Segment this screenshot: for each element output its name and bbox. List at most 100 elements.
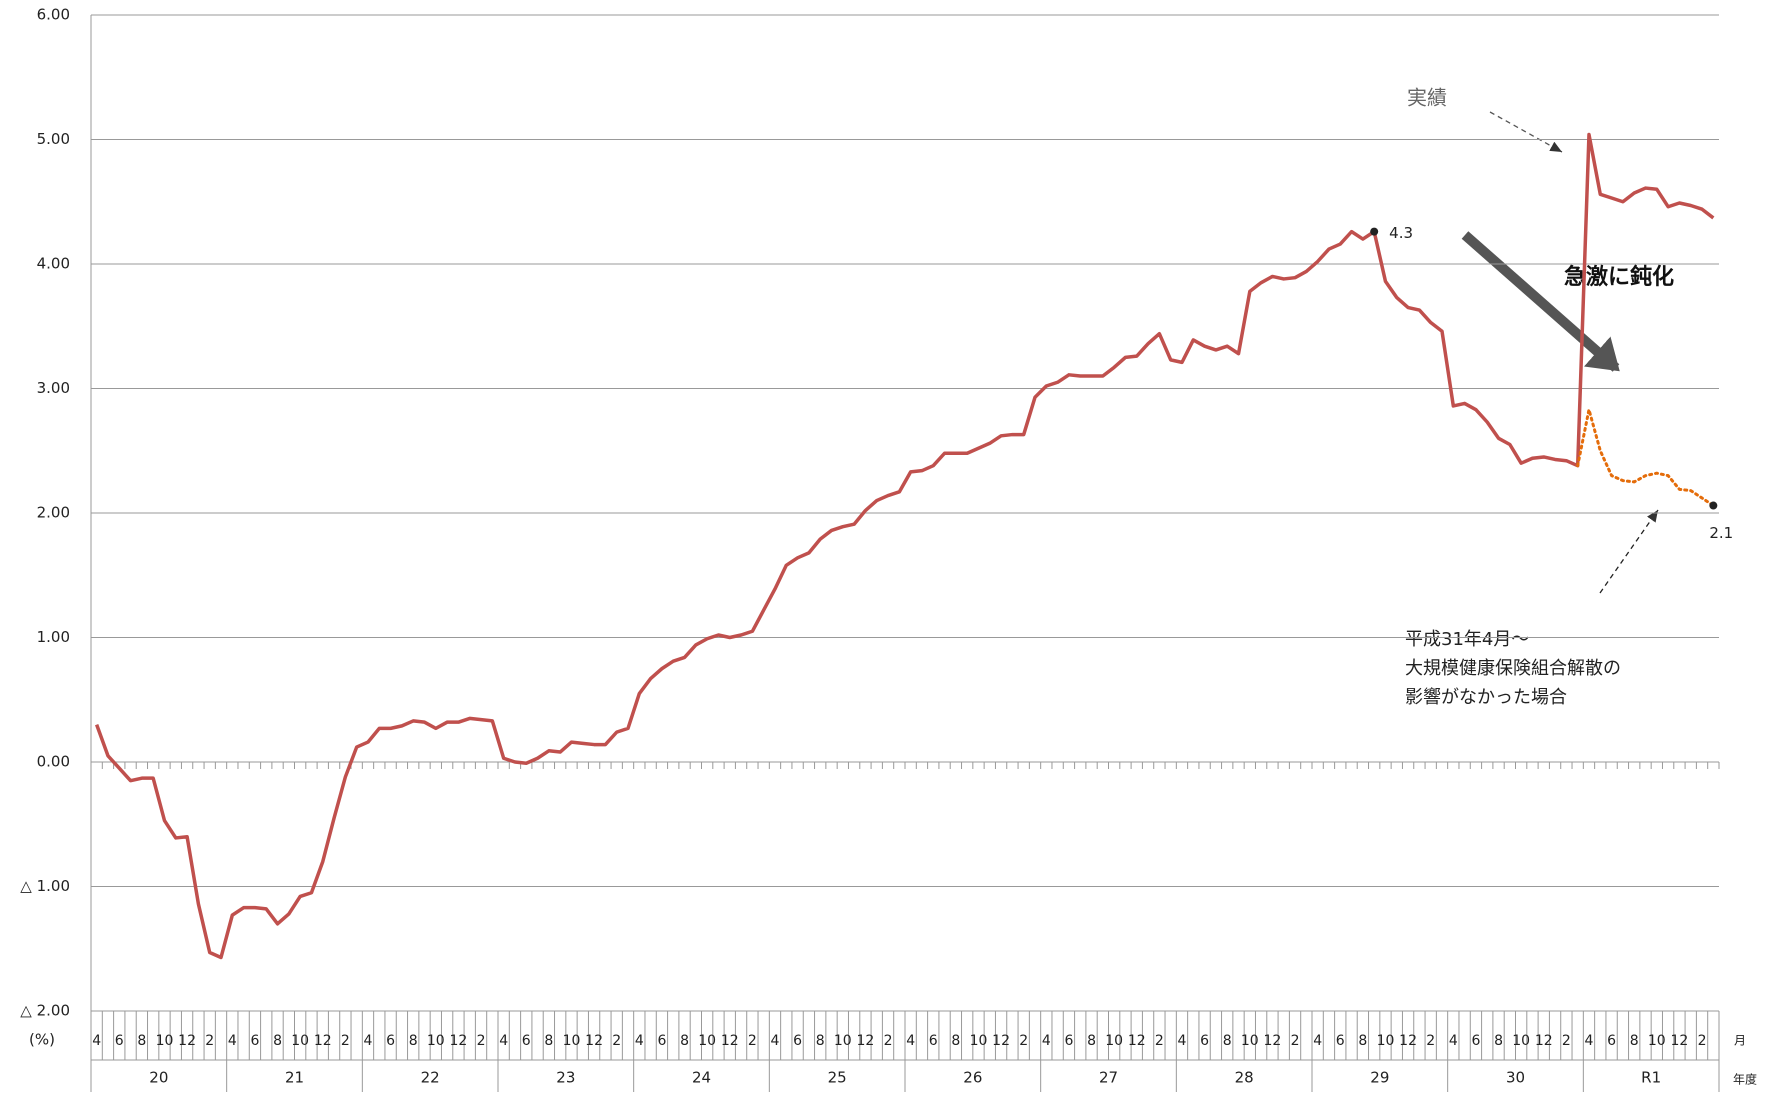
x-tick-label: 6 <box>1200 1033 1209 1049</box>
year-label: 26 <box>963 1069 982 1087</box>
x-tick-label: 8 <box>816 1033 825 1049</box>
x-tick-label: 12 <box>314 1033 332 1049</box>
x-tick-label: 2 <box>1698 1033 1707 1049</box>
x-tick-label: 12 <box>1264 1033 1282 1049</box>
x-tick-label: 2 <box>1019 1033 1028 1049</box>
x-tick-label: 6 <box>929 1033 938 1049</box>
value-label: 2.1 <box>1709 524 1733 542</box>
x-tick-label: 12 <box>1535 1033 1553 1049</box>
x-tick-label: 4 <box>1313 1033 1322 1049</box>
x-tick-label: 8 <box>1223 1033 1232 1049</box>
x-tick-label: 8 <box>409 1033 418 1049</box>
year-label: 20 <box>149 1069 168 1087</box>
year-label: 28 <box>1235 1069 1254 1087</box>
x-tick-label: 6 <box>250 1033 259 1049</box>
x-tick-label: 10 <box>970 1033 988 1049</box>
x-tick-label: 4 <box>499 1033 508 1049</box>
x-tick-label: 6 <box>793 1033 802 1049</box>
month-axis-label: 月 <box>1734 1034 1746 1048</box>
x-tick-label: 2 <box>1291 1033 1300 1049</box>
y-unit: (%) <box>29 1031 55 1049</box>
x-tick-label: 12 <box>1399 1033 1417 1049</box>
x-tick-label: 10 <box>156 1033 174 1049</box>
year-axis-label: 年度 <box>1733 1072 1757 1087</box>
year-label: 21 <box>285 1069 304 1087</box>
note-line: 平成31年4月～ <box>1405 629 1529 650</box>
y-tick-label: 0.00 <box>37 753 70 771</box>
x-tick-label: 12 <box>1671 1033 1689 1049</box>
x-tick-label: 10 <box>1648 1033 1666 1049</box>
x-tick-label: 6 <box>522 1033 531 1049</box>
y-tick-label: 2.00 <box>37 504 70 522</box>
x-tick-label: 10 <box>1377 1033 1395 1049</box>
y-tick-label: △ 2.00 <box>20 1002 70 1020</box>
x-tick-label: 6 <box>1336 1033 1345 1049</box>
x-tick-label: 2 <box>205 1033 214 1049</box>
series-line <box>95 132 1715 960</box>
x-tick-label: 4 <box>228 1033 237 1049</box>
annotation: 急激に鈍化 <box>1564 264 1674 290</box>
year-label: 24 <box>692 1069 711 1087</box>
x-tick-label: 12 <box>992 1033 1010 1049</box>
x-tick-label: 2 <box>884 1033 893 1049</box>
pointer-arrow <box>1489 111 1563 153</box>
year-label: R1 <box>1641 1069 1661 1087</box>
x-tick-label: 10 <box>1241 1033 1259 1049</box>
x-tick-label: 2 <box>1562 1033 1571 1049</box>
y-tick-label: 3.00 <box>37 379 70 397</box>
point-marker <box>1370 227 1379 236</box>
pointer-arrow <box>1599 509 1659 594</box>
x-tick-label: 10 <box>563 1033 581 1049</box>
x-tick-label: 12 <box>178 1033 196 1049</box>
series-line <box>1576 408 1715 508</box>
y-tick-label: 4.00 <box>37 255 70 273</box>
x-tick-label: 12 <box>585 1033 603 1049</box>
x-tick-label: 4 <box>1449 1033 1458 1049</box>
x-tick-label: 6 <box>386 1033 395 1049</box>
series-label: 実績 <box>1407 86 1447 110</box>
x-tick-label: 2 <box>748 1033 757 1049</box>
note-line: 大規模健康保険組合解散の <box>1405 658 1621 679</box>
y-tick-label: △ 1.00 <box>20 877 70 895</box>
x-tick-label: 4 <box>1178 1033 1187 1049</box>
x-tick-label: 10 <box>291 1033 309 1049</box>
x-tick-label: 8 <box>1087 1033 1096 1049</box>
x-tick-label: 8 <box>951 1033 960 1049</box>
x-tick-label: 4 <box>635 1033 644 1049</box>
x-tick-label: 8 <box>680 1033 689 1049</box>
year-label: 23 <box>556 1069 575 1087</box>
x-tick-label: 6 <box>1064 1033 1073 1049</box>
y-tick-label: 5.00 <box>37 130 70 148</box>
y-tick-label: 6.00 <box>37 6 70 24</box>
x-tick-label: 10 <box>698 1033 716 1049</box>
point-marker <box>1709 501 1718 510</box>
x-tick-label: 4 <box>906 1033 915 1049</box>
trend-arrow <box>1461 231 1620 372</box>
x-tick-label: 12 <box>1128 1033 1146 1049</box>
x-tick-label: 6 <box>115 1033 124 1049</box>
x-tick-label: 10 <box>1105 1033 1123 1049</box>
x-tick-label: 4 <box>771 1033 780 1049</box>
year-label: 27 <box>1099 1069 1118 1087</box>
note-line: 影響がなかった場合 <box>1405 687 1567 708</box>
x-tick-label: 2 <box>341 1033 350 1049</box>
x-tick-label: 6 <box>1607 1033 1616 1049</box>
x-tick-label: 10 <box>1512 1033 1530 1049</box>
x-tick-label: 6 <box>1471 1033 1480 1049</box>
x-tick-label: 8 <box>544 1033 553 1049</box>
value-label: 4.3 <box>1389 224 1413 242</box>
x-tick-label: 8 <box>137 1033 146 1049</box>
x-tick-label: 4 <box>1585 1033 1594 1049</box>
x-tick-label: 10 <box>427 1033 445 1049</box>
x-tick-label: 10 <box>834 1033 852 1049</box>
year-label: 29 <box>1370 1069 1389 1087</box>
x-tick-label: 6 <box>657 1033 666 1049</box>
year-label: 25 <box>828 1069 847 1087</box>
x-tick-label: 8 <box>1358 1033 1367 1049</box>
y-tick-label: 1.00 <box>37 628 70 646</box>
x-tick-label: 8 <box>1630 1033 1639 1049</box>
x-tick-label: 4 <box>92 1033 101 1049</box>
x-tick-label: 2 <box>1426 1033 1435 1049</box>
